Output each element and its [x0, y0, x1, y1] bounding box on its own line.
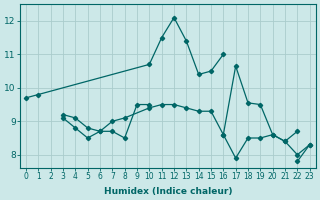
X-axis label: Humidex (Indice chaleur): Humidex (Indice chaleur): [104, 187, 232, 196]
